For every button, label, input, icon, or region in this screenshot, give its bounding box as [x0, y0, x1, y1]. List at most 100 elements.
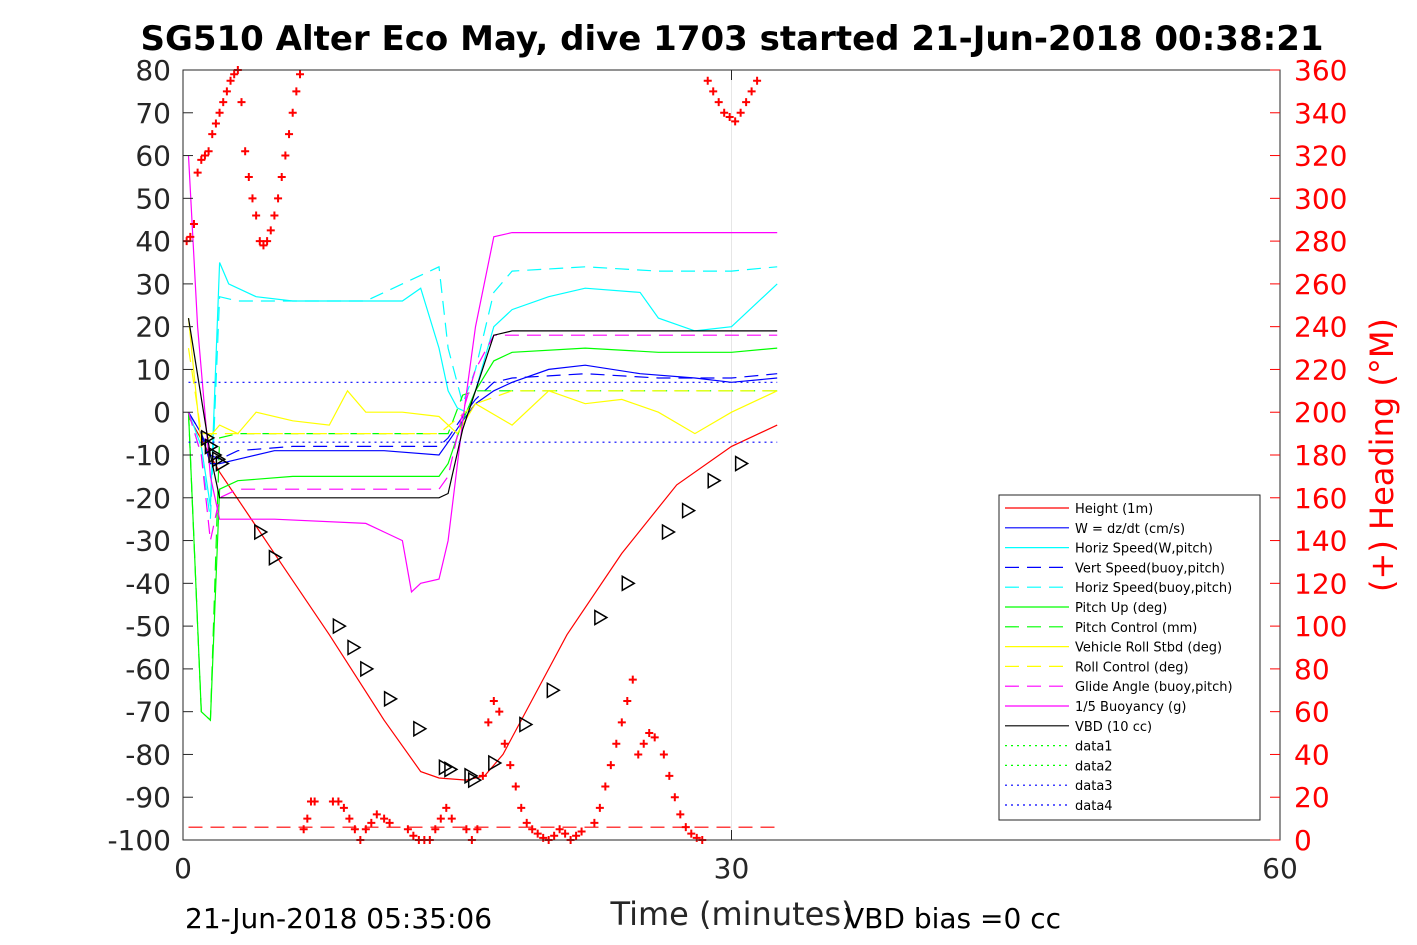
heading-marker — [665, 771, 674, 780]
heading-marker — [403, 825, 412, 834]
y2-tick-label: 200 — [1294, 396, 1347, 429]
heading-marker — [670, 793, 679, 802]
heading-marker — [634, 750, 643, 759]
heading-marker — [367, 818, 376, 827]
heading-marker — [747, 87, 756, 96]
tick-layer: 0 30 6080706050403020100-10-20-30-40-50-60… — [107, 54, 1347, 885]
heading-marker — [676, 810, 685, 819]
y2-tick-label: 160 — [1294, 482, 1347, 515]
heading-marker — [215, 108, 224, 117]
heading-marker — [255, 237, 264, 246]
y-tick-label: -60 — [125, 653, 171, 686]
triangle-marker — [332, 617, 347, 635]
triangle-marker — [444, 761, 459, 778]
legend-label: VBD (10 cc) — [1075, 720, 1152, 735]
legend-label: W = dz/dt (cm/s) — [1075, 522, 1185, 537]
heading-marker — [489, 696, 498, 705]
triangle-marker — [488, 754, 503, 772]
heading-marker — [639, 739, 648, 748]
legend-label: data4 — [1075, 799, 1113, 814]
heading-marker — [266, 226, 275, 235]
triangle-marker — [661, 523, 676, 541]
legend-label: Pitch Up (deg) — [1075, 601, 1167, 616]
heading-marker — [345, 814, 354, 823]
heading-marker — [714, 98, 723, 107]
triangle-marker — [464, 767, 479, 785]
y2-tick-label: 40 — [1294, 738, 1330, 771]
heading-marker — [753, 76, 762, 85]
footer-vbd-bias: VBD bias =0 cc — [845, 902, 1061, 935]
heading-marker — [248, 194, 257, 203]
y-tick-label: 70 — [135, 97, 171, 130]
y-tick-label: -20 — [125, 482, 171, 515]
heading-marker — [687, 829, 696, 838]
y2-tick-label: 0 — [1294, 824, 1312, 857]
heading-marker — [462, 825, 471, 834]
heading-marker — [285, 130, 294, 139]
x-tick-label: 30 — [714, 852, 750, 885]
series-line-1-5-buoyancy-g — [187, 155, 778, 594]
y-tick-label: 80 — [135, 54, 171, 87]
y2-tick-label: 340 — [1294, 97, 1347, 130]
heading-marker — [230, 70, 239, 79]
heading-marker — [628, 675, 637, 684]
heading-marker — [241, 147, 250, 156]
triangle-marker — [208, 446, 223, 464]
legend-label: data2 — [1075, 759, 1113, 774]
heading-marker — [500, 739, 509, 748]
legend-label: Roll Control (deg) — [1075, 660, 1189, 675]
y-tick-label: 60 — [135, 140, 171, 173]
heading-marker — [522, 818, 531, 827]
heading-marker — [299, 825, 308, 834]
triangle-marker — [467, 771, 483, 789]
heading-marker — [270, 211, 279, 220]
heading-marker — [204, 147, 213, 156]
heading-marker — [720, 108, 729, 117]
heading-marker — [219, 98, 228, 107]
y2-tick-label: 120 — [1294, 567, 1347, 600]
heading-marker — [211, 119, 220, 128]
legend-label: Glide Angle (buoy,pitch) — [1075, 680, 1233, 695]
heading-marker — [617, 718, 626, 727]
heading-marker — [681, 823, 690, 832]
y-tick-label: 50 — [135, 182, 171, 215]
y-tick-label: -40 — [125, 567, 171, 600]
heading-marker — [709, 87, 718, 96]
heading-marker — [572, 831, 581, 840]
heading-marker — [385, 818, 394, 827]
triangle-marker — [734, 455, 750, 472]
y-tick-label: 10 — [135, 353, 171, 386]
heading-marker — [736, 108, 745, 117]
heading-marker — [288, 108, 297, 117]
x-tick-label: 60 — [1262, 852, 1298, 885]
triangle-marker — [268, 549, 283, 566]
y-tick-label: -90 — [125, 781, 171, 814]
y-tick-label: 30 — [135, 268, 171, 301]
y-tick-label: -30 — [125, 525, 171, 558]
heading-marker — [189, 220, 198, 228]
heading-marker — [528, 825, 537, 834]
triangle-marker — [681, 502, 697, 519]
heading-marker — [226, 76, 235, 85]
triangle-marker — [413, 720, 428, 738]
triangle-marker — [360, 660, 375, 678]
heading-marker — [495, 707, 504, 716]
y-tick-label: -10 — [125, 439, 171, 472]
heading-marker — [186, 232, 195, 241]
heading-marker — [436, 814, 445, 823]
heading-marker — [645, 729, 654, 738]
heading-marker — [623, 696, 632, 705]
y2-tick-label: 220 — [1294, 353, 1347, 386]
y2-tick-label: 80 — [1294, 653, 1330, 686]
heading-marker — [281, 151, 290, 160]
y-tick-label: -70 — [125, 696, 171, 729]
y-tick-label: 40 — [135, 225, 171, 258]
heading-marker — [339, 803, 348, 812]
heading-marker — [506, 761, 515, 770]
heading-marker — [303, 814, 312, 823]
legend-label: data3 — [1075, 779, 1113, 794]
legend-label: data1 — [1075, 740, 1113, 755]
heading-marker — [725, 113, 734, 122]
y2-tick-label: 20 — [1294, 781, 1330, 814]
legend-label: Height (1m) — [1075, 502, 1153, 517]
